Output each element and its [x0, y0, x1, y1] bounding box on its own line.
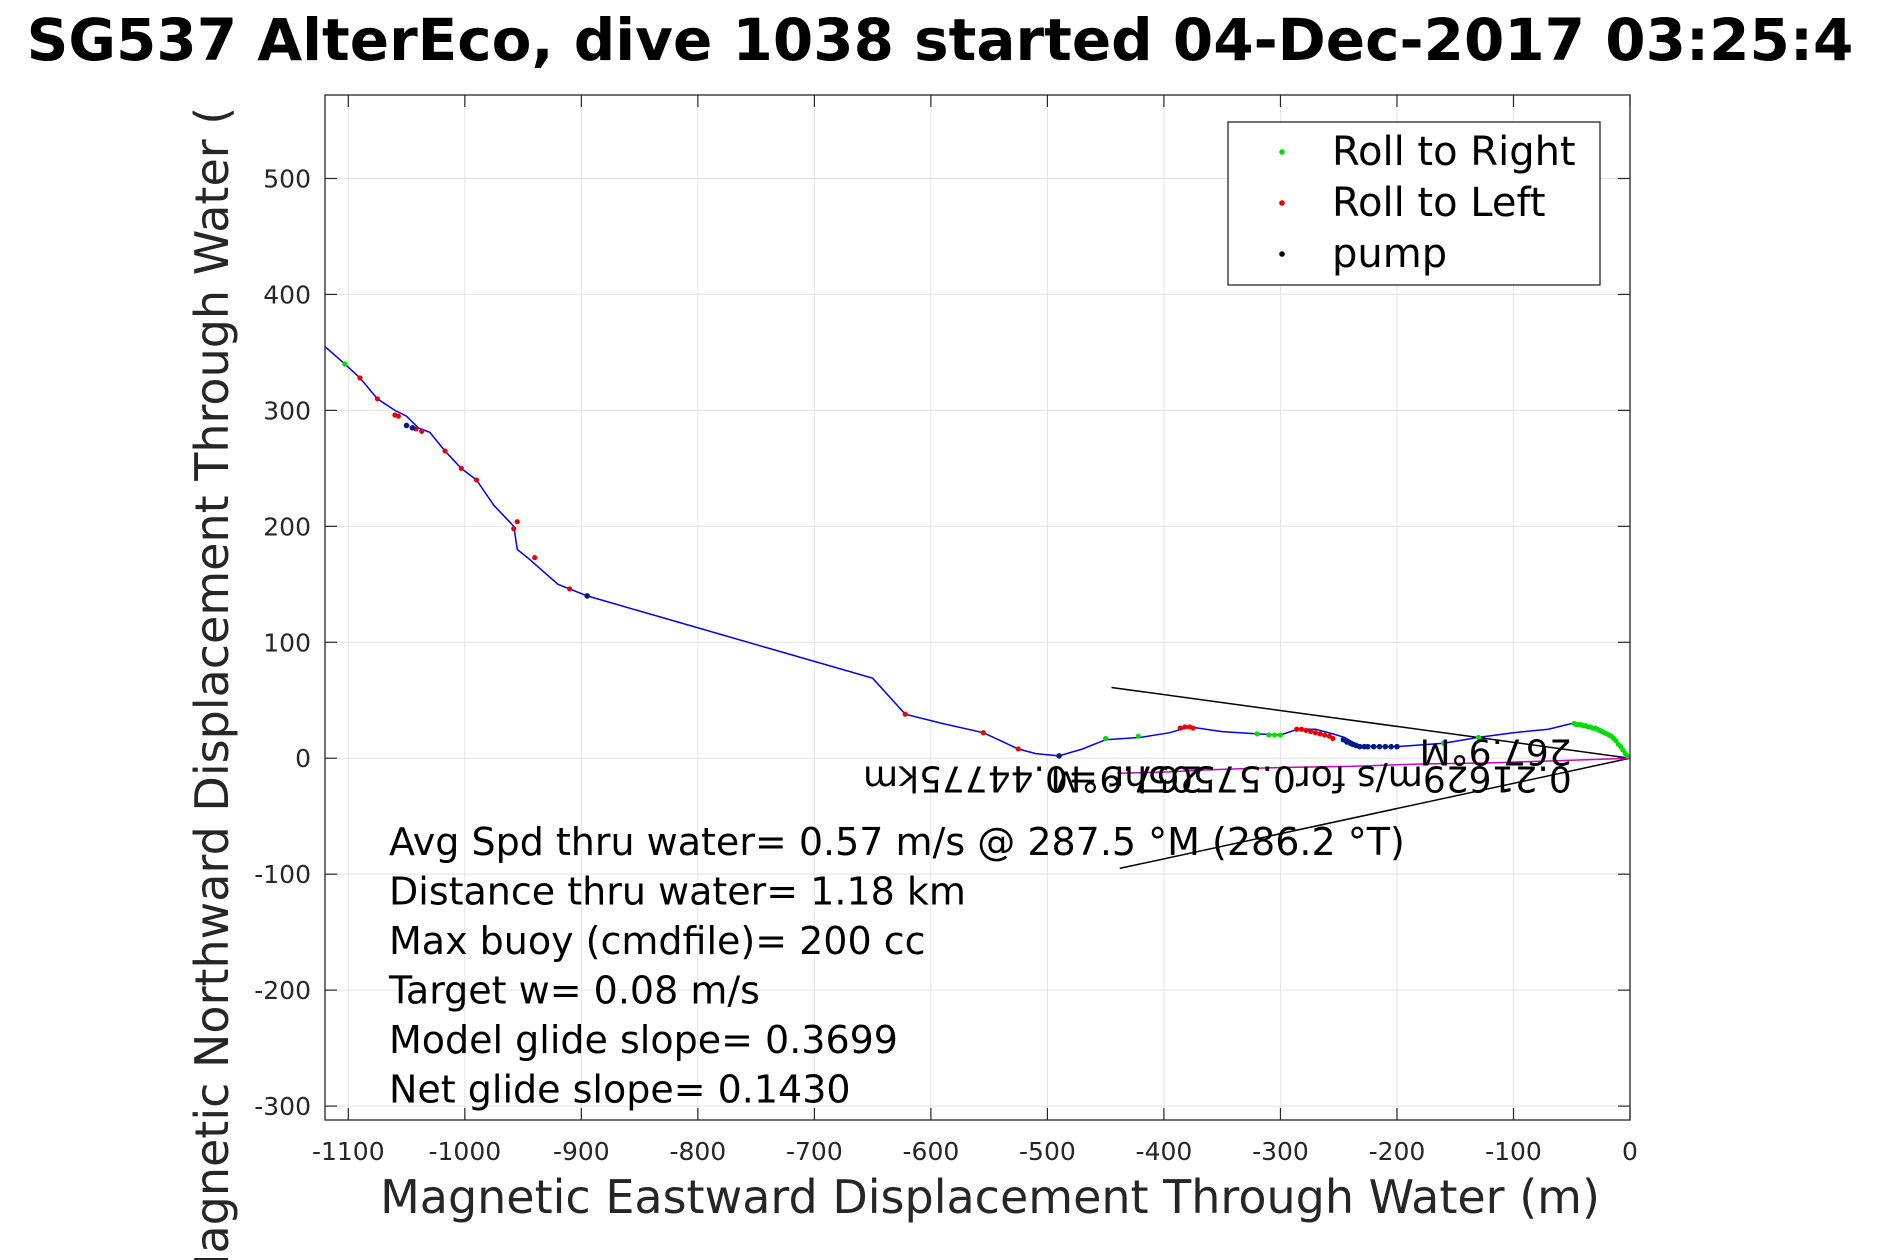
- roll-right-point: [342, 361, 348, 367]
- annotation-line: Net glide slope= 0.1430: [389, 1068, 851, 1112]
- roll-right-point: [1277, 732, 1284, 738]
- roll-left-point: [473, 477, 480, 483]
- roll-left-point: [1303, 727, 1309, 734]
- roll-right-point: [1571, 720, 1577, 727]
- heading-wedge-line: [1119, 757, 1630, 870]
- roll-left-point: [1294, 726, 1300, 732]
- roll-left-point: [902, 711, 908, 717]
- roll-left-point: [532, 555, 538, 561]
- legend-marker: [1279, 149, 1285, 155]
- chart-title: SG537 AlterEco, dive 1038 started 04-Dec…: [27, 6, 1854, 74]
- roll-right-point: [1103, 735, 1109, 742]
- pump-point: [1361, 743, 1368, 750]
- x-tick-label: -300: [1252, 1137, 1309, 1166]
- x-tick-label: -700: [786, 1137, 843, 1166]
- roll-left-point: [1312, 730, 1319, 736]
- pump-point: [1376, 743, 1383, 750]
- x-tick-label: -200: [1369, 1137, 1426, 1166]
- roll-left-point: [1177, 725, 1183, 731]
- x-tick-label: -100: [1485, 1137, 1542, 1166]
- legend-label: pump: [1332, 231, 1447, 277]
- dive-track-line: [325, 346, 1630, 759]
- roll-left-point: [980, 730, 986, 736]
- legend-label: Roll to Left: [1332, 180, 1546, 226]
- y-tick-label: 400: [263, 280, 311, 309]
- x-tick-label: -600: [903, 1137, 960, 1166]
- roll-left-point: [1186, 724, 1193, 730]
- x-axis-label: Magnetic Eastward Displacement Through W…: [380, 1170, 1600, 1224]
- roll-left-point: [442, 448, 448, 454]
- roll-left-point: [567, 586, 573, 592]
- x-tick-label: -800: [669, 1137, 726, 1166]
- y-tick-label: 500: [263, 164, 311, 193]
- roll-left-point: [1317, 731, 1323, 737]
- y-tick-label: 100: [263, 628, 311, 657]
- plot-content: 267.9°M0.21629m/s for0.57505hr =0.44775k…: [325, 346, 1630, 870]
- x-tick-label: -1000: [428, 1137, 501, 1166]
- pump-point: [403, 422, 410, 429]
- roll-right-point: [1475, 734, 1482, 740]
- y-tick-label: -200: [254, 976, 311, 1005]
- mirrored-heading-label: 0.21629m/s for0.57505hr =0.44775km: [863, 757, 1572, 798]
- x-tick-label: -900: [553, 1137, 610, 1166]
- annotation-line: Max buoy (cmdfile)= 200 cc: [389, 919, 926, 963]
- roll-left-point: [392, 412, 398, 418]
- pump-point: [1382, 743, 1389, 750]
- annotation-text: Avg Spd thru water= 0.57 m/s @ 287.5 °M …: [388, 820, 1405, 1112]
- y-tick-label: 0: [295, 744, 311, 773]
- mirrored-heading-label: 267.9°M: [1420, 731, 1572, 772]
- x-tick-label: -1100: [312, 1137, 385, 1166]
- annotation-line: Model glide slope= 0.3699: [389, 1018, 898, 1062]
- heading-wedge-line: [1111, 686, 1630, 759]
- annotation-line: Target w= 0.08 m/s: [388, 969, 760, 1013]
- roll-left-point: [514, 519, 520, 525]
- roll-left-point: [374, 396, 381, 402]
- roll-right-point: [1254, 731, 1260, 737]
- roll-left-point: [511, 526, 517, 532]
- roll-left-point: [419, 428, 425, 434]
- y-tick-label: 300: [263, 396, 311, 425]
- pump-point: [1340, 736, 1347, 743]
- annotation-line: Avg Spd thru water= 0.57 m/s @ 287.5 °M …: [389, 820, 1405, 864]
- y-tick-label: 200: [263, 512, 311, 541]
- pump-point: [1394, 743, 1400, 750]
- plot-frame: [324, 94, 1631, 1121]
- pump-point: [409, 424, 416, 431]
- legend-label: Roll to Right: [1332, 129, 1576, 175]
- roll-left-point: [458, 465, 464, 471]
- return-track-line: [1117, 757, 1630, 775]
- roll-right-point: [1266, 732, 1272, 738]
- y-axis-label: Magnetic Northward Displacement Through …: [185, 107, 239, 1260]
- pump-point: [584, 593, 590, 599]
- legend: Roll to Right Roll to Left pump: [1227, 121, 1601, 286]
- legend-marker: [1279, 251, 1285, 257]
- pump-point: [1388, 743, 1394, 750]
- roll-right-point: [1135, 733, 1141, 739]
- roll-left-point: [1015, 746, 1021, 752]
- roll-left-point: [1182, 724, 1188, 730]
- roll-right-point: [1440, 740, 1447, 746]
- mirrored-heading-label: 267.9°M: [1050, 757, 1202, 798]
- roll-left-point: [1298, 726, 1305, 732]
- legend-box: [1227, 121, 1601, 286]
- y-tick-label: -300: [254, 1092, 311, 1121]
- x-tick-label: -500: [1019, 1137, 1076, 1166]
- x-tick-label: -400: [1136, 1137, 1193, 1166]
- x-tick-label: 0: [1622, 1137, 1638, 1166]
- roll-left-point: [357, 375, 363, 381]
- roll-left-point: [1326, 733, 1332, 739]
- tick-labels: -1100 -1000 -900 -800 -700 -600 -500 -400 -300 -2…: [254, 164, 1638, 1166]
- roll-left-point: [1322, 732, 1328, 738]
- roll-left-point: [1308, 728, 1314, 735]
- legend-marker: [1279, 200, 1285, 206]
- y-tick-label: -100: [254, 860, 311, 889]
- roll-right-point: [1272, 732, 1278, 738]
- pump-point: [1056, 753, 1062, 759]
- pump-point: [1370, 743, 1377, 750]
- annotation-line: Distance thru water= 1.18 km: [389, 870, 966, 914]
